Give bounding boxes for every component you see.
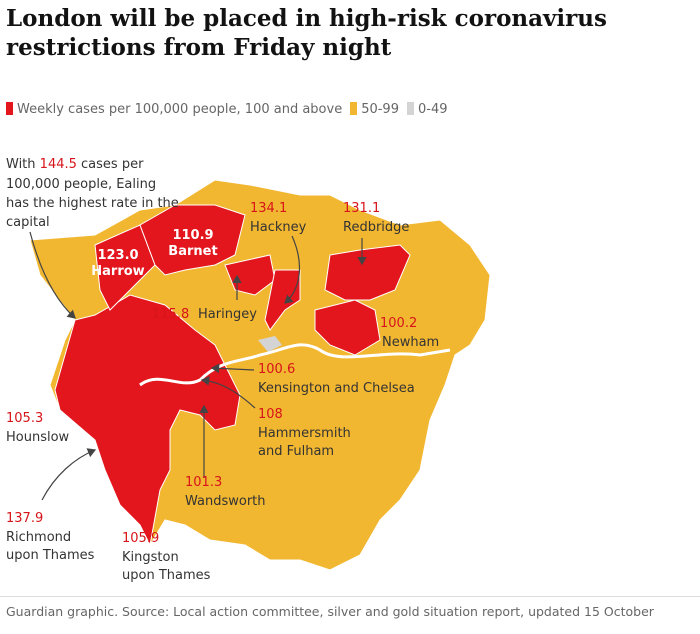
borough-name: Barnet [168,244,217,259]
map: With 144.5 cases per 100,000 people, Eal… [6,157,491,583]
borough-value: 108 [258,407,283,422]
divider [0,596,700,597]
borough-value: 105.3 [6,411,43,426]
borough-value: 100.2 [380,316,417,331]
legend: Weekly cases per 100,000 people, 100 and… [6,102,448,117]
borough-name: and Fulham [258,444,334,459]
city [258,336,282,352]
borough-name: upon Thames [6,548,95,563]
west-boroughs [54,294,241,547]
labels: With 144.5 cases per 100,000 people, Eal… [6,157,439,583]
borough-name: Harrow [91,264,144,279]
annotation-line: 100,000 people, Ealing [6,177,156,192]
annotation-line: capital [6,215,50,230]
arrow [41,448,97,501]
borough-name: Newham [382,335,439,350]
title: London will be placed in high-risk coron… [6,5,607,61]
legend-swatch [406,102,414,115]
legend-label: 50-99 [361,102,399,117]
annotation-text: With [6,157,36,172]
borough-value: 123.0 [97,248,138,263]
borough-value: 105.9 [122,531,159,546]
legend-item: 50-99 [350,102,399,117]
annotation-value: 144.5 [40,157,77,172]
annotation: With 144.5 cases per [6,157,144,172]
legend-label: 0-49 [417,102,448,117]
legend-label: Weekly cases per 100,000 people, 100 and… [17,102,343,117]
arrows [29,231,367,501]
borough-name: Redbridge [343,220,409,235]
legend-item: Weekly cases per 100,000 people, 100 and… [6,102,342,117]
arrow [210,363,255,374]
arrow [284,235,300,304]
borough-value: 137.9 [6,511,43,526]
borough-name: Richmond [6,530,71,545]
borough-name: Kensington and Chelsea [258,381,415,396]
borough-value: 131.1 [343,201,380,216]
borough-name: Hackney [250,220,307,235]
borough-value: 115.8 [152,307,189,322]
legend-item: 0-49 [406,102,448,117]
borough-value: 134.1 [250,201,287,216]
borough-name: Wandsworth [185,494,266,509]
barnet [139,204,246,276]
arrow [200,376,256,409]
legend-swatch [6,102,13,115]
annotation-text: cases per [81,157,144,172]
redbridge [324,244,411,301]
borough-name: Haringey [198,307,257,322]
borough-name: Hammersmith [258,426,351,441]
arrow [29,231,76,319]
borough-name: Kingston [122,550,179,565]
borough-name: Hounslow [6,430,70,445]
borough-name: upon Thames [122,568,211,583]
borough-value: 100.6 [258,362,295,377]
newham [314,299,381,356]
borough-value: 101.3 [185,475,222,490]
legend-swatch [350,102,358,115]
source: Guardian graphic. Source: Local action c… [6,604,654,619]
borough-value: 110.9 [172,228,213,243]
thames [139,343,451,387]
annotation-line: has the highest rate in the [6,196,179,211]
